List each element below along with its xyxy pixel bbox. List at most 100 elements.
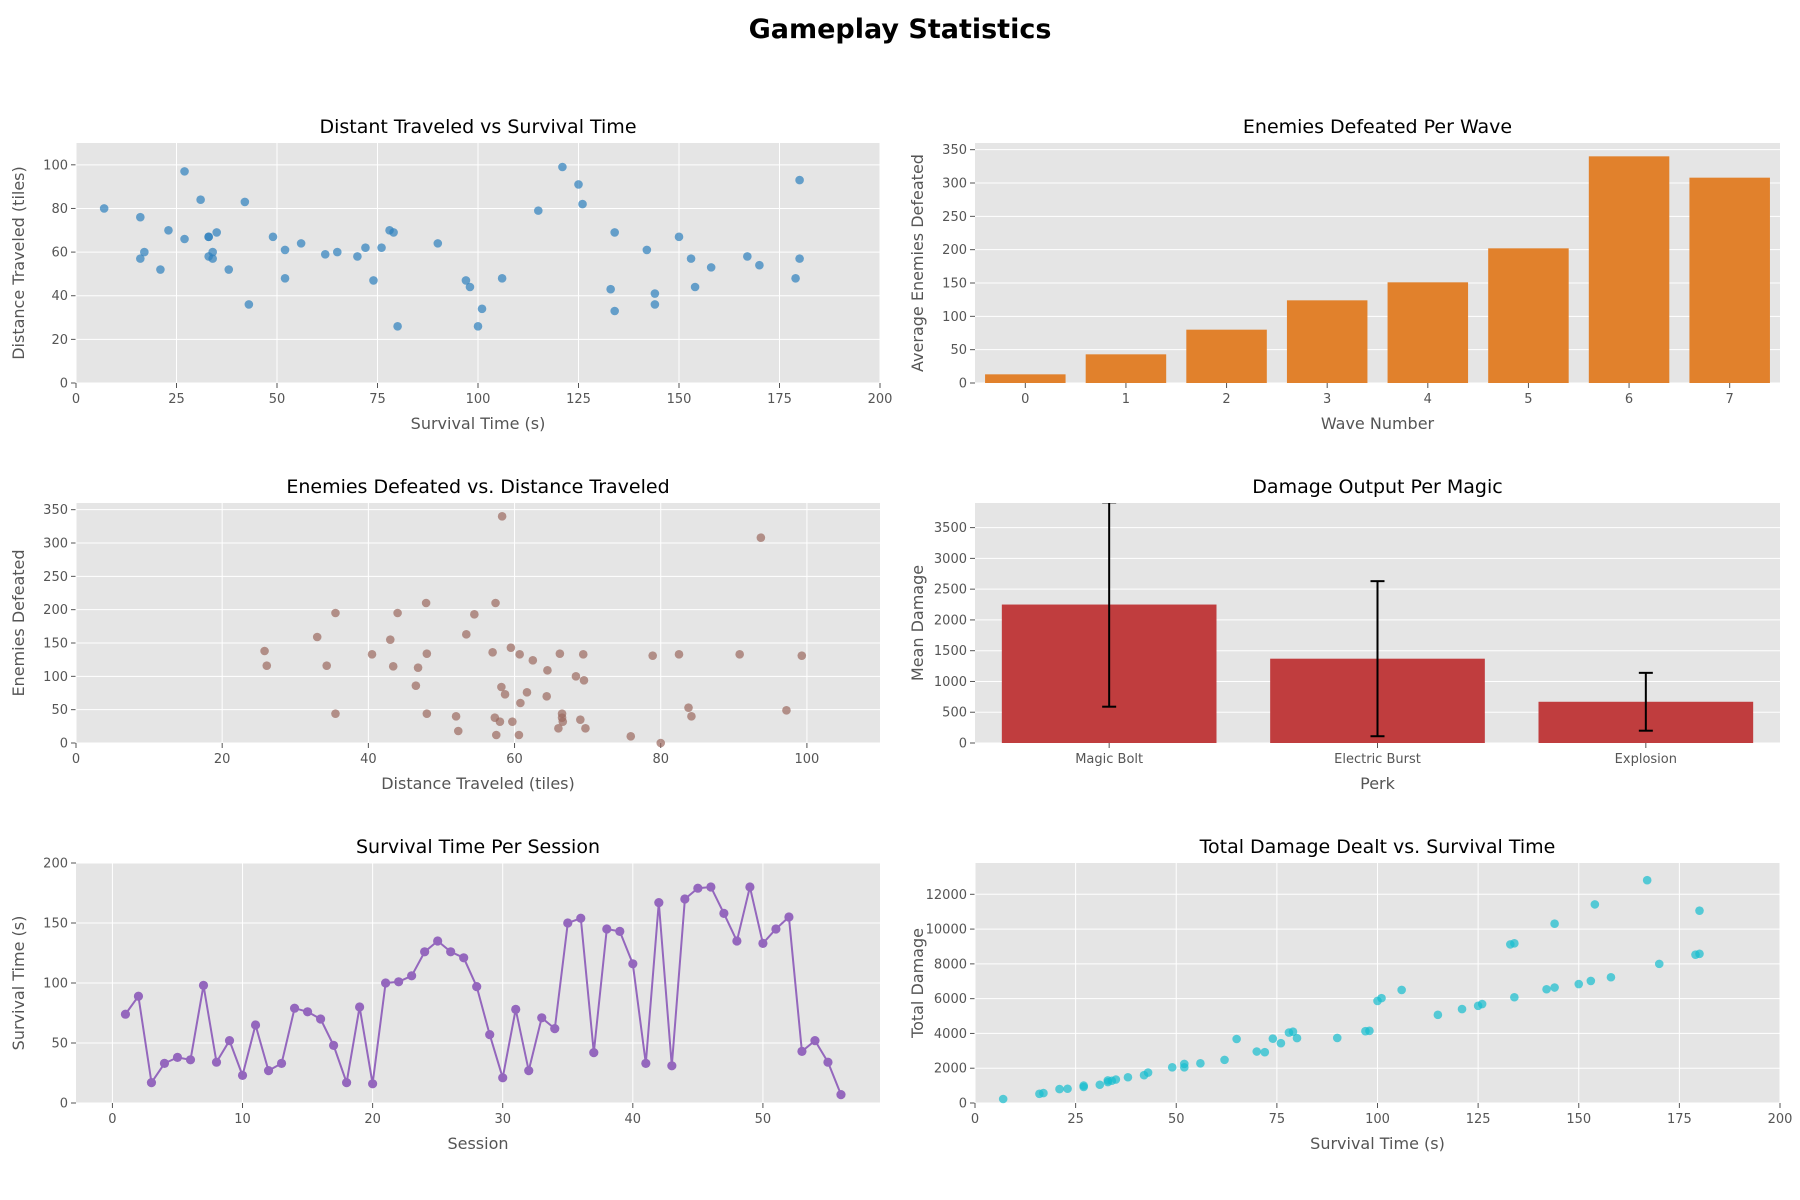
y-tick-label: 150 [942,277,967,292]
data-point [1695,906,1704,915]
data-point [1252,1047,1262,1056]
data-point [1292,1033,1302,1043]
y-axis-label: Average Enemies Defeated [908,154,927,372]
data-point [579,676,589,685]
data-point [1510,939,1519,948]
x-tick-label: 7 [1726,392,1734,407]
data-point [156,265,165,274]
data-point [732,936,742,946]
y-tick-label: 150 [43,637,68,652]
data-point [453,726,463,736]
data-point [784,912,794,922]
bar [1488,248,1569,383]
data-point [421,598,431,608]
data-point [797,1046,807,1056]
data-point [331,709,340,718]
y-tick-label: 0 [60,377,68,392]
data-point [180,234,189,244]
x-tick-label: 200 [868,392,893,407]
x-tick-label: 0 [1021,392,1029,407]
data-point [1377,993,1386,1003]
data-point [641,1058,651,1068]
data-point [473,321,483,331]
data-point [810,1036,820,1046]
data-point [602,924,612,934]
data-point [355,1002,365,1012]
x-tick-label: 25 [1067,1112,1084,1127]
data-point [1039,1088,1048,1098]
x-tick-label: Explosion [1615,752,1677,767]
data-point [322,661,332,670]
y-axis-label: Enemies Defeated [9,549,28,696]
data-point [756,533,766,542]
chart-title: Enemies Defeated Per Wave [1243,116,1512,138]
data-point [674,650,684,659]
data-point [1365,1026,1374,1036]
x-tick-label: 1 [1122,392,1130,407]
bar [1689,177,1770,383]
data-point [1288,1027,1298,1036]
error-bar [1638,671,1653,732]
data-point [1332,1033,1342,1043]
data-point [393,321,402,331]
y-tick-label: 10000 [926,923,967,938]
data-point [491,730,501,740]
data-point [136,254,145,263]
data-point [642,245,652,255]
data-point [558,717,568,726]
data-point [581,724,590,733]
y-tick-label: 300 [942,177,967,192]
data-point [276,1058,287,1068]
data-point [472,982,482,992]
data-point [1232,1034,1241,1044]
data-point [204,232,213,242]
x-tick-label: 60 [506,752,523,767]
data-point [576,913,586,923]
chart-title: Enemies Defeated vs. Distance Traveled [286,476,669,498]
y-tick-label: 250 [43,570,68,585]
data-point [667,1061,677,1071]
y-tick-label: 350 [43,503,68,518]
data-point [470,610,479,619]
data-point [755,260,764,270]
data-point [745,882,755,892]
chart-damage-per-magic: Damage Output Per Magic Perk Mean Damage 0 5… [908,476,1780,793]
data-point [212,228,221,237]
data-point [262,661,272,670]
y-axis-label: Mean Damage [908,565,927,681]
data-point [589,1048,599,1058]
data-point [797,651,807,660]
data-point [268,232,278,242]
y-tick-label: 0 [60,737,68,752]
x-axis-label: Session [447,1134,508,1153]
data-point [407,971,417,981]
data-point [185,1055,196,1065]
x-tick-label: 75 [369,392,386,407]
data-point [543,666,552,675]
data-point [1268,1034,1278,1043]
data-point [1586,976,1596,986]
x-tick-label: 75 [1269,1112,1286,1127]
x-tick-label: 30 [494,1112,511,1127]
data-point [320,249,330,259]
data-point [331,608,340,618]
data-point [791,273,800,283]
y-axis-label: Distance Traveled (tiles) [9,166,28,360]
data-point [687,712,696,721]
data-point [381,978,391,988]
x-tick-label: 175 [767,392,792,407]
data-point [208,247,217,257]
data-point [394,977,404,987]
x-tick-label: 20 [214,752,231,767]
y-tick-label: 0 [959,377,967,392]
data-point [133,991,144,1001]
data-point [280,245,290,255]
data-point [497,273,507,283]
data-point [99,204,109,213]
data-point [333,247,342,257]
data-point [1260,1047,1270,1057]
chart-title: Total Damage Dealt vs. Survival Time [1199,836,1556,858]
data-point [606,284,615,294]
y-tick-label: 4000 [934,1027,967,1042]
bar [1286,300,1368,383]
